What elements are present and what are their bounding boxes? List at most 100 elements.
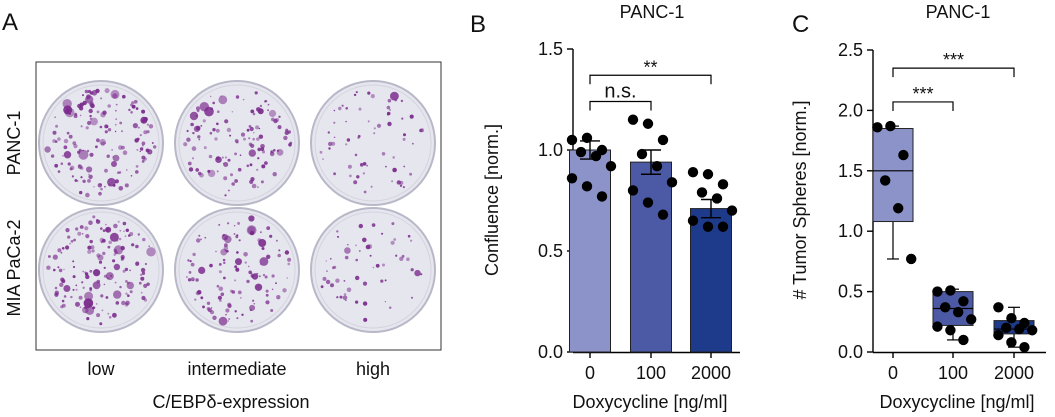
- colony: [189, 111, 199, 121]
- colony: [52, 130, 57, 135]
- colony: [52, 254, 58, 260]
- colony: [256, 137, 260, 141]
- colony: [212, 101, 215, 105]
- colony: [69, 242, 71, 245]
- colony: [366, 164, 368, 167]
- culture-plate: [310, 80, 436, 206]
- colony: [54, 116, 56, 118]
- colony: [198, 138, 201, 141]
- colony: [146, 123, 149, 126]
- data-point: [726, 205, 738, 216]
- colony: [141, 109, 146, 114]
- colony: [46, 265, 51, 270]
- colony: [148, 124, 154, 129]
- colony: [382, 263, 385, 267]
- data-point: [966, 314, 977, 325]
- colony: [265, 300, 270, 305]
- colony: [257, 147, 262, 152]
- colony: [230, 173, 233, 177]
- significance-bracket: [892, 101, 954, 111]
- plates: [38, 80, 436, 333]
- colony: [114, 123, 117, 126]
- colony: [93, 186, 95, 188]
- row-label-panc1: PANC-1: [4, 111, 24, 176]
- colony: [345, 143, 348, 146]
- colony: [92, 215, 96, 219]
- colony: [75, 227, 79, 231]
- colony: [229, 134, 232, 137]
- colony: [116, 239, 119, 242]
- colony: [225, 308, 230, 313]
- colony: [141, 160, 145, 163]
- colony: [251, 231, 255, 235]
- data-point: [940, 302, 951, 313]
- significance-label: **: [643, 57, 657, 77]
- colony: [195, 106, 201, 111]
- colony: [114, 281, 117, 284]
- colony: [81, 233, 84, 235]
- significance-bracket: [589, 100, 652, 111]
- column-label-high: high: [356, 359, 390, 379]
- colony: [93, 269, 101, 277]
- colony: [287, 257, 292, 262]
- colony: [385, 165, 387, 168]
- colony: [254, 91, 258, 95]
- colony: [89, 239, 93, 244]
- colony: [122, 269, 126, 273]
- colony: [107, 128, 112, 132]
- panel-b-ylabel: Confluence [norm.]: [482, 124, 502, 276]
- colony: [188, 271, 192, 274]
- colony: [223, 276, 226, 280]
- colony: [79, 306, 82, 309]
- colony: [82, 306, 89, 314]
- colony: [195, 278, 199, 282]
- colony: [399, 184, 403, 187]
- colony: [255, 107, 261, 112]
- colony: [59, 282, 64, 287]
- colony: [248, 125, 252, 128]
- colony: [67, 162, 71, 166]
- colony: [253, 132, 255, 134]
- colony: [410, 268, 414, 272]
- colony: [268, 109, 277, 118]
- colony: [367, 120, 370, 123]
- colony: [195, 115, 198, 117]
- colony: [85, 126, 89, 130]
- colony: [143, 157, 147, 161]
- colony: [237, 221, 241, 225]
- colony: [85, 274, 90, 280]
- colony: [191, 157, 195, 160]
- colony: [283, 135, 288, 141]
- colony: [44, 146, 51, 153]
- data-point: [566, 173, 578, 184]
- colony: [250, 274, 254, 278]
- colony: [336, 296, 339, 299]
- colony: [63, 145, 68, 150]
- colony: [75, 284, 78, 287]
- colony: [333, 136, 336, 139]
- data-point: [872, 122, 883, 133]
- colony: [255, 125, 260, 130]
- colony: [236, 251, 239, 254]
- colony: [107, 277, 109, 280]
- colony: [261, 247, 265, 250]
- colony: [260, 180, 264, 184]
- colony: [61, 247, 65, 250]
- colony: [115, 103, 118, 106]
- colony: [100, 227, 103, 230]
- colony: [248, 215, 255, 222]
- colony: [113, 290, 122, 299]
- colony: [335, 278, 340, 283]
- colony: [355, 258, 359, 262]
- colony: [212, 128, 216, 132]
- colony: [126, 169, 128, 171]
- colony: [112, 156, 114, 158]
- data-point: [993, 329, 1004, 341]
- colony: [411, 296, 413, 299]
- colony: [200, 238, 202, 241]
- colony: [113, 223, 118, 229]
- colony: [121, 145, 125, 150]
- colony: [88, 173, 90, 176]
- colony: [223, 176, 228, 181]
- colony: [266, 254, 271, 259]
